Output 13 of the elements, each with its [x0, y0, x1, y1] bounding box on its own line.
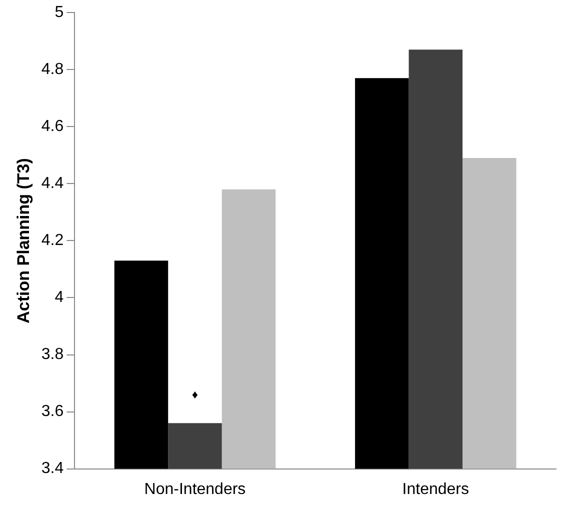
x-tick-label: Non-Intenders — [144, 480, 246, 498]
y-tick-label: 3.4 — [41, 460, 64, 478]
y-axis-title: Action Planning (T3) — [14, 158, 33, 324]
y-tick-label: 3.8 — [41, 346, 64, 364]
x-tick-label: Intenders — [402, 480, 470, 498]
y-tick-label: 3.6 — [41, 403, 64, 420]
y-tick-label: 5 — [54, 4, 64, 22]
y-tick-label: 4 — [54, 289, 64, 306]
y-tick-label: 4.8 — [41, 61, 64, 78]
y-tick-label: 4.2 — [41, 232, 64, 250]
y-tick-label: 4.6 — [41, 118, 64, 136]
annotation: ♦ — [192, 387, 198, 402]
y-tick-label: 4.4 — [41, 175, 64, 192]
